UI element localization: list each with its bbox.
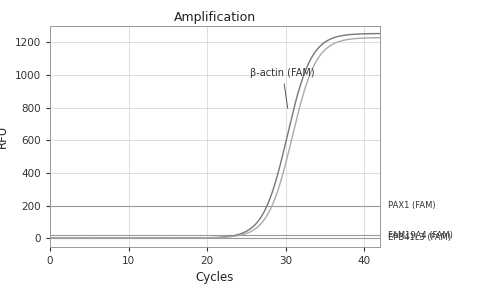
Y-axis label: RFU: RFU	[0, 125, 9, 148]
Text: PAX1 (FAM): PAX1 (FAM)	[388, 201, 436, 210]
Title: Amplification: Amplification	[174, 10, 256, 23]
X-axis label: Cycles: Cycles	[196, 271, 234, 284]
Text: EPB41L3 (FAM): EPB41L3 (FAM)	[388, 233, 452, 242]
Text: FAM19A4 (FAM): FAM19A4 (FAM)	[388, 231, 453, 240]
Text: β-actin (FAM): β-actin (FAM)	[250, 68, 315, 108]
